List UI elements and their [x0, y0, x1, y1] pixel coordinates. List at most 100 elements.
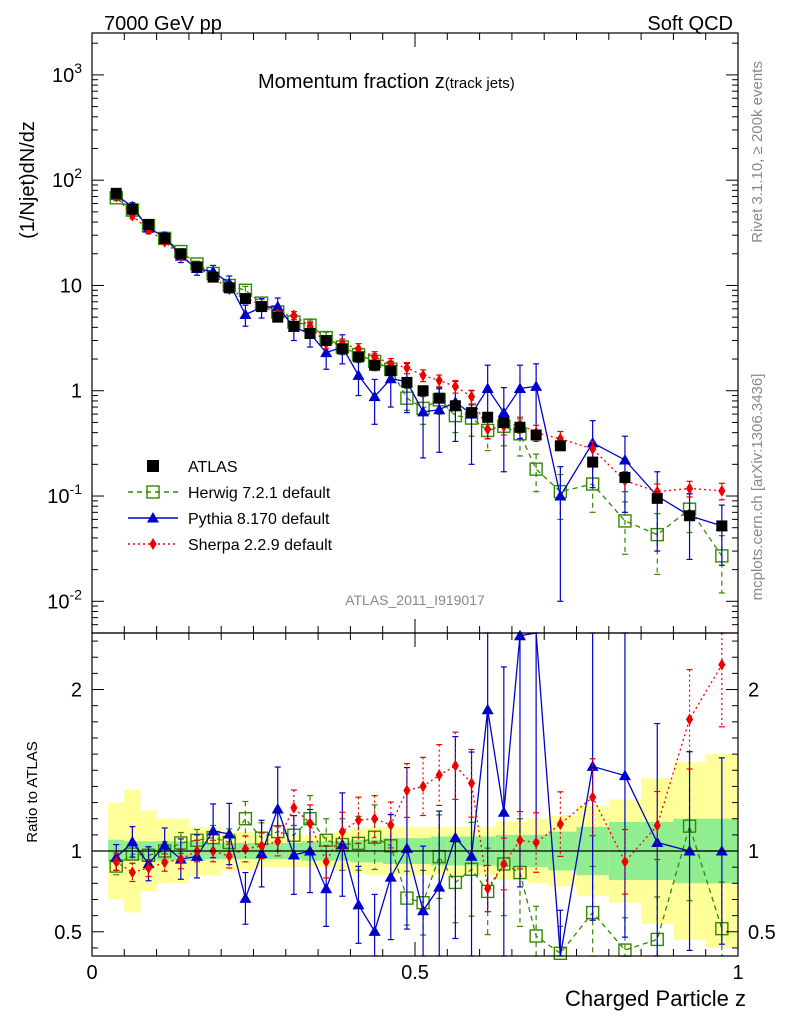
ratio-point	[223, 828, 236, 839]
series-line-main	[115, 194, 723, 527]
data-point	[435, 374, 443, 387]
ratio-point	[338, 825, 346, 838]
ratio-point	[589, 791, 597, 804]
ratio-point	[257, 839, 266, 852]
ratio-point	[685, 713, 694, 726]
atlas-point	[587, 456, 599, 468]
atlas-point	[530, 429, 542, 441]
atlas-point	[288, 320, 300, 332]
data-point	[403, 361, 411, 374]
atlas-point	[684, 510, 696, 522]
data-point	[419, 369, 427, 382]
ratio-point	[500, 857, 508, 870]
atlas-point	[619, 471, 631, 483]
analysis-label: ATLAS_2011_I919017	[345, 592, 485, 608]
ratio-point	[387, 818, 395, 831]
ratio-point	[306, 817, 314, 830]
x-tick-label: 0.5	[401, 962, 429, 984]
data-point	[467, 390, 476, 403]
data-point	[530, 380, 543, 391]
ratio-point	[241, 842, 250, 855]
ratio-point	[271, 803, 284, 814]
data-point	[384, 372, 397, 384]
atlas-point	[482, 411, 494, 423]
ratio-tick-label: 2	[748, 680, 759, 702]
ratio-point	[287, 848, 300, 860]
atlas-point	[272, 311, 284, 323]
data-point	[354, 342, 363, 355]
mcplots-label: mcplots.cern.ch [arXiv:1306.3436]	[749, 374, 766, 601]
legend-label: Herwig 7.2.1 default	[188, 485, 331, 502]
ratio-point	[400, 842, 413, 853]
legend-marker	[149, 538, 157, 550]
data-point	[320, 346, 333, 358]
atlas-point	[369, 359, 381, 371]
data-point	[513, 382, 526, 394]
atlas-point	[385, 365, 397, 377]
legend-item: Herwig 7.2.1 default	[128, 485, 331, 502]
ratio-point	[304, 845, 317, 856]
atlas-point	[716, 520, 728, 532]
series-line-ratio	[115, 632, 722, 957]
atlas-point	[207, 271, 219, 283]
ratio-point	[653, 819, 661, 832]
rivet-version-label: Rivet 3.1.10, ≥ 200k events	[749, 61, 766, 243]
data-point	[481, 382, 494, 394]
ratio-point	[371, 812, 379, 825]
data-point	[417, 405, 430, 417]
atlas-point	[433, 392, 445, 404]
data-point	[306, 320, 314, 333]
ratio-point	[158, 839, 171, 850]
ratio-point	[481, 703, 494, 715]
atlas-point	[498, 416, 510, 428]
ratio-point	[255, 847, 268, 859]
ratio-tick-label: 1	[748, 841, 759, 863]
y-tick-label: 1	[71, 381, 82, 403]
ratio-tick-label: 1	[71, 841, 82, 863]
chart-title: Momentum fraction z(track jets)	[258, 71, 515, 93]
ratio-axis-label: Ratio to ATLAS	[24, 741, 41, 842]
ratio-point	[128, 866, 136, 879]
data-point	[433, 403, 446, 415]
ratio-point	[465, 850, 478, 861]
ratio-point	[238, 812, 253, 826]
data-point	[554, 490, 567, 501]
legend-label: Sherpa 2.2.9 default	[188, 537, 333, 554]
series-line-main	[115, 196, 722, 493]
atlas-point	[126, 203, 138, 215]
atlas-point	[239, 293, 251, 305]
data-point	[484, 423, 492, 436]
x-tick-label: 1	[732, 962, 743, 984]
ratio-point	[161, 856, 169, 869]
header-left: 7000 GeV pp	[104, 13, 222, 35]
legend-marker	[147, 460, 159, 472]
x-axis-label: Charged Particle z	[565, 986, 746, 1011]
data-point	[529, 462, 543, 476]
ratio-point	[467, 777, 476, 790]
data-point	[618, 514, 632, 528]
y-axis-label: (1/Njet)dN/dz	[17, 121, 39, 239]
atlas-point	[304, 327, 316, 339]
legend-label: ATLAS	[188, 459, 238, 476]
ratio-point	[322, 855, 330, 868]
legend-item: Pythia 8.170 default	[128, 511, 330, 528]
atlas-point	[651, 492, 663, 504]
ratio-point	[556, 818, 564, 831]
ratio-point	[621, 855, 629, 868]
ratio-point	[449, 831, 462, 843]
ratio-point	[529, 929, 543, 943]
ratio-point	[112, 855, 120, 868]
ratio-point	[177, 853, 185, 866]
y-tick-label: 102	[52, 165, 82, 192]
atlas-point	[352, 351, 364, 363]
ratio-point	[513, 629, 526, 641]
ratio-point	[532, 836, 540, 849]
ratio-point	[384, 871, 397, 882]
ratio-point	[433, 881, 446, 892]
ratio-point	[417, 904, 430, 916]
ratio-point	[618, 769, 631, 781]
header-right: Soft QCD	[647, 13, 733, 35]
ratio-point	[290, 801, 298, 814]
atlas-point	[417, 385, 429, 397]
ratio-point	[683, 845, 696, 856]
